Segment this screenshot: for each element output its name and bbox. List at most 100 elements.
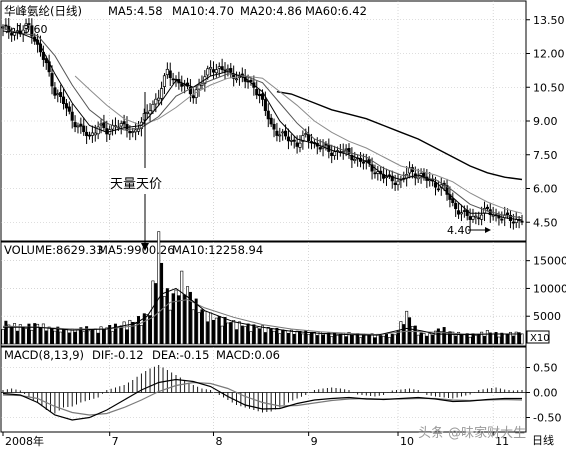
volume-bar bbox=[18, 324, 22, 345]
volume-bar bbox=[243, 326, 247, 345]
price-y-axis: 13.50 12.00 10.50 9.00 7.50 6.00 4.50 bbox=[526, 14, 565, 229]
candle-body bbox=[157, 97, 161, 101]
candle-body bbox=[10, 33, 14, 36]
x-tick-label-2: 8 bbox=[215, 435, 222, 448]
candle-body bbox=[353, 159, 357, 161]
price-tick-label-1: 12.00 bbox=[533, 48, 565, 61]
volume-bar bbox=[439, 331, 443, 345]
candle-body bbox=[56, 93, 60, 96]
volume-bar bbox=[353, 334, 357, 345]
volume-tick-label-2: 5000 bbox=[533, 310, 561, 323]
volume-bar bbox=[488, 332, 492, 345]
volume-bar bbox=[503, 333, 507, 345]
candle-body bbox=[485, 206, 489, 209]
volume-bar bbox=[13, 323, 17, 345]
candle-body bbox=[119, 123, 123, 127]
candle-body bbox=[4, 24, 8, 27]
volume-bar bbox=[301, 333, 305, 345]
candle-body bbox=[165, 68, 169, 76]
volume-bar bbox=[448, 331, 452, 345]
candle-body bbox=[24, 23, 28, 29]
volume-bar bbox=[62, 328, 66, 345]
x-axis: 2008年 7 8 9 10 11 bbox=[1, 431, 526, 448]
candle-body bbox=[171, 78, 175, 81]
volume-bar bbox=[36, 323, 40, 345]
candle-body bbox=[168, 70, 172, 79]
volume-bar bbox=[382, 335, 386, 345]
candle-body bbox=[258, 93, 262, 97]
volume-bar bbox=[38, 327, 42, 345]
volume-bar bbox=[73, 331, 77, 345]
volume-bar bbox=[165, 288, 169, 345]
candle-body bbox=[59, 92, 63, 97]
volume-bar bbox=[436, 328, 440, 345]
candle-body bbox=[500, 218, 504, 221]
volume-bar bbox=[275, 327, 279, 345]
candle-body bbox=[151, 103, 155, 112]
volume-bar bbox=[491, 333, 495, 345]
volume-scale-label: X10 bbox=[530, 333, 550, 344]
candle-body bbox=[373, 172, 377, 175]
candle-body bbox=[284, 130, 288, 137]
volume-bar bbox=[468, 336, 472, 345]
candle-body bbox=[209, 67, 213, 70]
volume-bar bbox=[442, 327, 446, 345]
price-tick-label-5: 6.00 bbox=[533, 183, 558, 196]
candle-body bbox=[454, 203, 458, 210]
candle-body bbox=[266, 110, 270, 120]
candle-body bbox=[480, 214, 484, 220]
volume-bar bbox=[64, 328, 68, 345]
volume-bar bbox=[209, 312, 213, 345]
candle-body bbox=[27, 23, 31, 25]
volume-bar bbox=[462, 334, 466, 345]
volume-bar bbox=[139, 325, 143, 345]
candle-body bbox=[361, 161, 365, 164]
volume-bar bbox=[258, 328, 262, 345]
volume-bar bbox=[188, 291, 192, 345]
volume-bar bbox=[321, 334, 325, 345]
candle-body bbox=[249, 79, 253, 82]
volume-bar bbox=[413, 325, 417, 345]
volume-bar bbox=[47, 326, 51, 345]
candle-body bbox=[76, 125, 80, 128]
volume-bar bbox=[255, 327, 259, 345]
volume-bar bbox=[128, 319, 132, 345]
volume-bar bbox=[162, 296, 166, 345]
volume-bar bbox=[186, 286, 190, 345]
price-header-bg bbox=[2, 2, 322, 18]
candle-body bbox=[462, 210, 466, 212]
volume-bar bbox=[96, 332, 100, 345]
candle-body bbox=[289, 140, 293, 142]
volume-bar bbox=[30, 329, 34, 345]
volume-bar bbox=[422, 333, 426, 345]
volume-bar bbox=[235, 329, 239, 345]
volume-bar bbox=[350, 334, 354, 345]
callout-label: 天量天价 bbox=[110, 177, 162, 192]
price-grid bbox=[1, 1, 526, 241]
volume-bar bbox=[177, 295, 181, 345]
volume-bar bbox=[246, 323, 250, 345]
volume-bar bbox=[324, 333, 328, 345]
volume-bar bbox=[214, 317, 218, 345]
candle-body bbox=[211, 69, 216, 73]
candle-body bbox=[384, 176, 389, 179]
volume-bar bbox=[474, 335, 478, 345]
x-tick-label-1: 7 bbox=[112, 435, 119, 448]
candle-body bbox=[520, 220, 524, 223]
candle-body bbox=[333, 151, 337, 156]
candle-body bbox=[471, 216, 475, 220]
volume-bar bbox=[387, 337, 391, 345]
volume-bar bbox=[79, 327, 83, 345]
low-arrow-head bbox=[485, 227, 491, 233]
volume-bar bbox=[284, 330, 288, 345]
high-price-label: 13.60 bbox=[16, 23, 48, 36]
volume-bar bbox=[99, 326, 103, 345]
volume-bar bbox=[15, 330, 19, 345]
volume-bar bbox=[399, 321, 403, 345]
volume-bar bbox=[220, 325, 224, 345]
volume-bar bbox=[217, 316, 221, 345]
volume-bar bbox=[344, 336, 348, 345]
volume-bar bbox=[249, 331, 253, 345]
candle-body bbox=[269, 117, 273, 125]
